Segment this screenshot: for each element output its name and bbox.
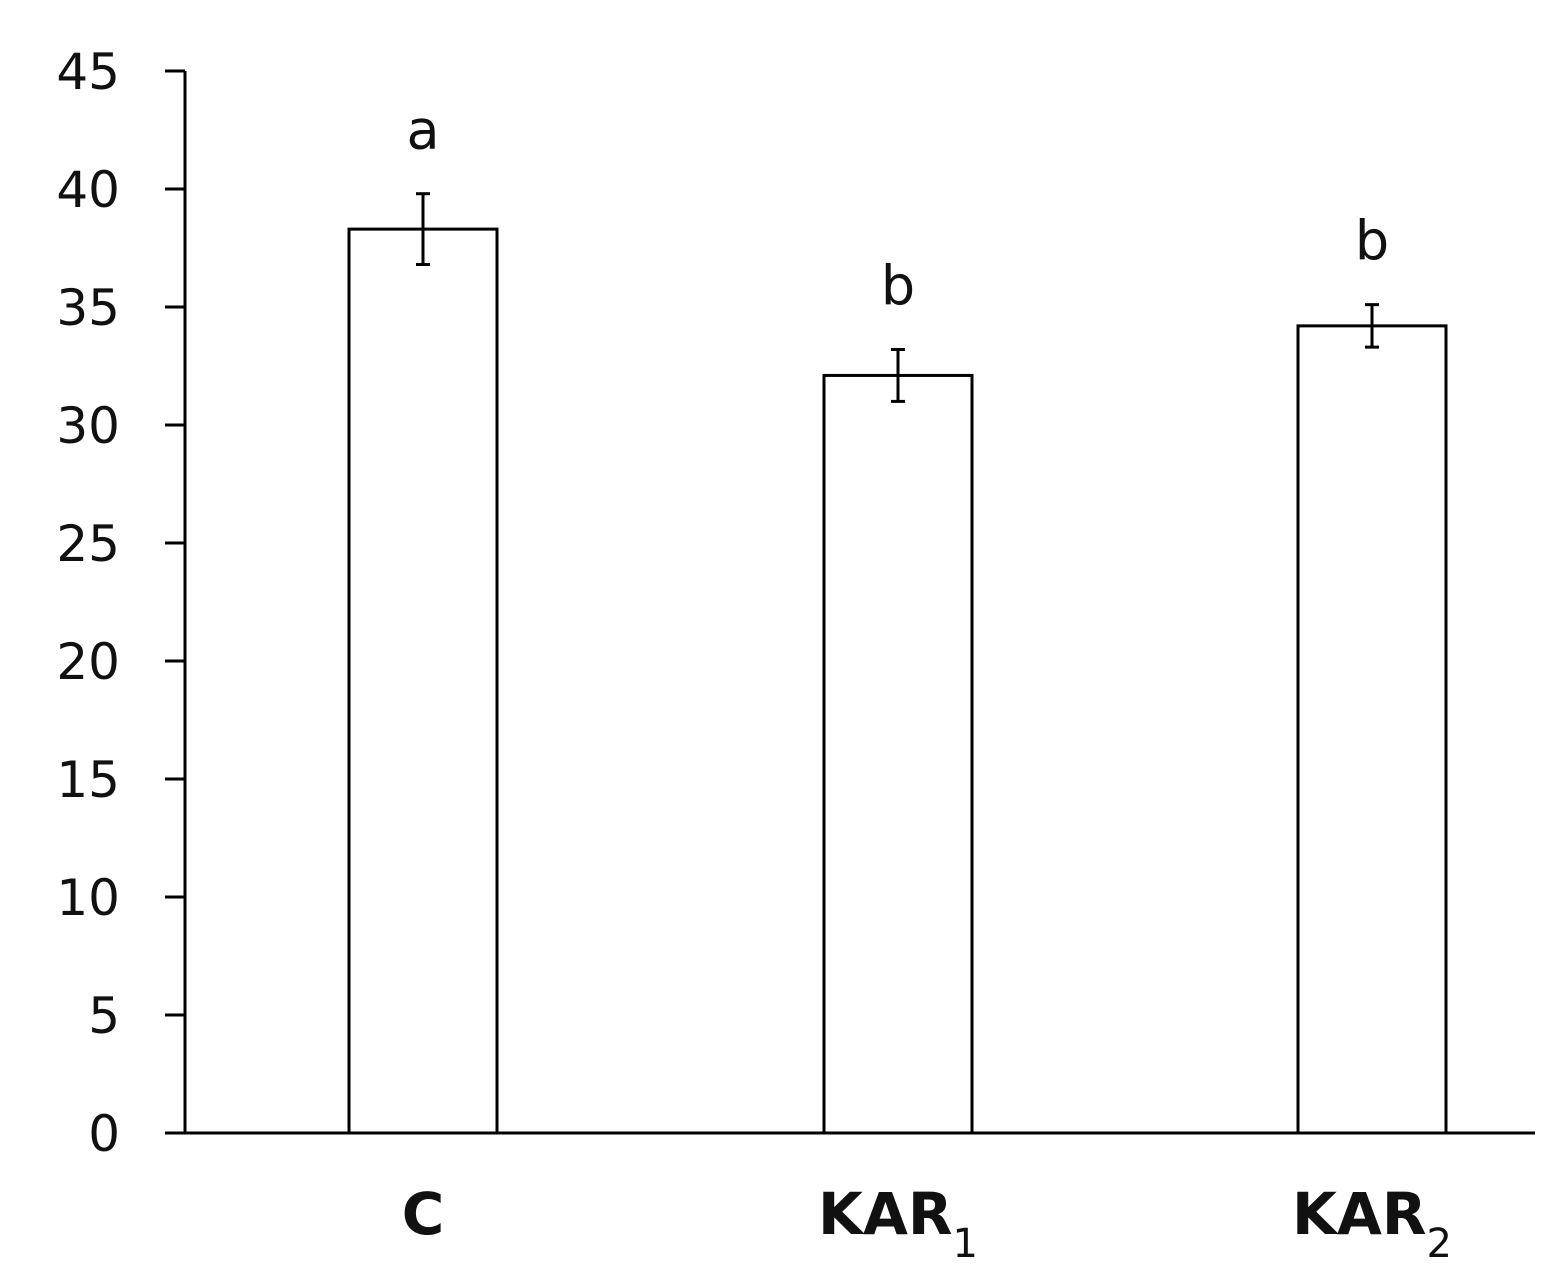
significance-label: b xyxy=(881,254,915,317)
error-bars xyxy=(416,192,1379,403)
significance-labels: a b b xyxy=(406,99,1389,318)
y-tick-label: 0 xyxy=(88,1105,120,1163)
y-tick-label: 35 xyxy=(56,279,120,337)
error-bar xyxy=(891,347,905,403)
y-tick-label: 45 xyxy=(56,43,120,101)
y-tick-label: 15 xyxy=(56,751,120,809)
x-category-label: KAR2 xyxy=(1292,1180,1452,1267)
category-labels: C KAR1 KAR2 xyxy=(402,1180,1452,1267)
y-tick-label: 5 xyxy=(88,987,120,1045)
y-tick-label: 30 xyxy=(56,397,120,455)
significance-label: a xyxy=(406,99,439,162)
x-category-label: KAR1 xyxy=(818,1180,978,1267)
bar xyxy=(822,373,974,1135)
error-bar xyxy=(416,192,430,267)
bar xyxy=(347,227,499,1135)
error-bar xyxy=(1365,303,1379,349)
y-axis-ticks: 0 5 10 15 20 25 30 35 40 45 xyxy=(56,43,185,1163)
bar xyxy=(1296,324,1448,1135)
x-category-label: C xyxy=(402,1180,445,1248)
y-tick-label: 40 xyxy=(56,161,120,219)
y-tick-label: 20 xyxy=(56,633,120,691)
y-tick-label: 10 xyxy=(56,869,120,927)
significance-label: b xyxy=(1355,210,1389,273)
y-tick-label: 25 xyxy=(56,515,120,573)
